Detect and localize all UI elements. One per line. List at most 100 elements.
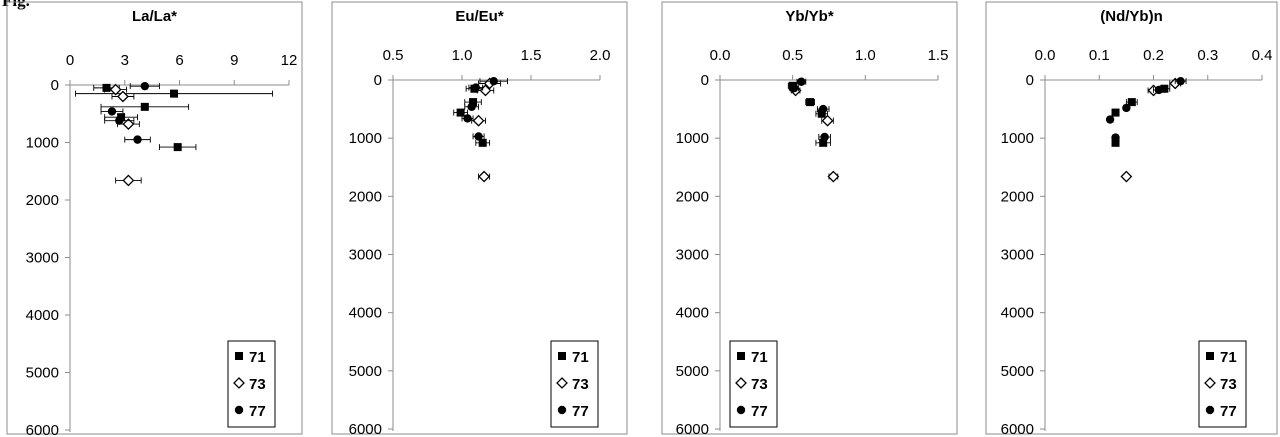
legend-marker-71 [737,352,745,360]
y-tick-label: 4000 [349,305,382,322]
data-point-71 [819,138,828,147]
data-point-71 [1127,98,1136,107]
legend-marker-77 [1205,405,1215,415]
x-tick-label: 1.0 [855,47,876,64]
y-tick-label: 2000 [26,192,59,209]
data-point-73 [821,114,834,127]
data-point-73 [827,170,840,183]
legend-label: 71 [572,349,589,366]
chart-title: Yb/Yb* [785,8,834,25]
x-tick-label: 1.5 [521,47,542,64]
y-tick-label: 0 [1026,72,1034,89]
y-tick-label: 5000 [349,363,382,380]
x-tick-label: 2.0 [590,47,611,64]
data-point-77 [463,114,472,123]
legend: 71 73 77 [1198,340,1247,428]
legend-label: 71 [751,349,768,366]
data-point-77 [140,81,150,91]
chart-title: La/La* [132,8,177,25]
data-point-71 [817,109,826,118]
y-tick-label: 0 [51,77,59,94]
y-tick-label: 0 [701,72,709,89]
y-tick-label: 5000 [26,365,59,382]
x-tick-label: 12 [281,52,298,69]
y-tick-label: 6000 [349,421,382,437]
legend-label: 73 [572,376,589,393]
legend-label: 77 [751,403,768,420]
y-tick-label: 1000 [26,135,59,152]
data-point-77 [467,102,476,111]
data-point-77 [489,76,498,86]
legend-label: 77 [1220,403,1237,420]
x-tick-label: 0.0 [1035,47,1056,64]
x-tick-label: 0.3 [1197,47,1218,64]
data-point-71 [102,83,111,92]
data-point-77 [133,135,142,144]
data-point-71 [456,108,465,117]
data-point-71 [140,102,149,111]
y-tick-label: 4000 [26,307,59,324]
legend-label: 71 [249,349,266,366]
x-tick-label: 0.5 [782,47,803,64]
legend-marker-73 [735,377,747,389]
x-tick-label: 0.1 [1089,47,1110,64]
legend: 71 73 77 [550,340,599,428]
data-point-77 [115,116,124,125]
legend-label: 73 [751,376,768,393]
panel-frame [331,1,628,435]
data-point-73 [109,83,122,96]
legend-marker-77 [557,405,567,415]
y-tick-label: 6000 [1001,421,1034,437]
legend-label: 71 [1220,349,1237,366]
x-tick-label: 0.0 [710,47,731,64]
y-tick-label: 2000 [676,188,709,205]
chart-title: (Nd/Yb)n [1100,8,1162,25]
legend-marker-77 [234,405,244,415]
data-point-77 [1154,85,1164,95]
legend-label: 77 [572,403,589,420]
data-point-73 [478,170,490,183]
legend-marker-77 [736,405,746,415]
figure-label: Fig. [2,0,30,10]
y-tick-label: 2000 [349,188,382,205]
chart-panel-2: Eu/Eu* 0.5 1.0 1.5 2.0 0 1000 2000 3000 4000 5000 6… [331,1,628,437]
legend-marker-71 [558,352,566,360]
x-tick-label: 9 [230,52,238,69]
y-tick-label: 0 [374,72,382,89]
chart-title: Eu/Eu* [455,8,504,25]
x-tick-label: 0.2 [1143,47,1164,64]
y-tick-label: 3000 [1001,247,1034,264]
y-tick-label: 2000 [1001,188,1034,205]
chart-panel-1: La/La*0 3 6 9 120100020003000400050006000717… [6,1,303,437]
data-point-77 [820,132,829,142]
y-tick-label: 5000 [1001,363,1034,380]
legend-label: 77 [249,403,266,420]
legend-label: 73 [249,376,266,393]
data-point-77 [818,104,828,114]
y-tick-label: 3000 [349,247,382,264]
legend-marker-71 [235,352,243,360]
x-tick-label: 0 [66,52,74,69]
chart-panel-4: (Nd/Yb)n 0.0 0.1 0.2 0.3 0.4 0 1000 2000 3000 4000… [985,1,1278,437]
data-point-71 [1111,108,1120,117]
legend-marker-73 [233,377,245,389]
data-point-71 [478,138,487,147]
data-point-71 [1111,138,1120,147]
data-point-71 [170,89,179,98]
y-tick-label: 6000 [676,421,709,437]
legend-marker-73 [1204,377,1216,389]
data-point-73 [117,90,129,103]
data-point-77 [1122,103,1131,113]
panel-frame [985,1,1278,435]
legend-label: 73 [1220,376,1237,393]
data-point-73 [122,174,135,187]
data-point-73 [472,114,485,127]
data-point-71 [469,98,478,107]
x-tick-label: 1.0 [452,47,473,64]
x-tick-label: 6 [175,52,183,69]
chart-panel-3: Yb/Yb* 0.0 0.5 1.0 1.5 0 1000 2000 3000 4000 5000 6… [661,1,958,437]
data-point-77 [471,83,480,92]
data-point-73 [1120,170,1133,183]
data-point-77 [474,132,483,141]
